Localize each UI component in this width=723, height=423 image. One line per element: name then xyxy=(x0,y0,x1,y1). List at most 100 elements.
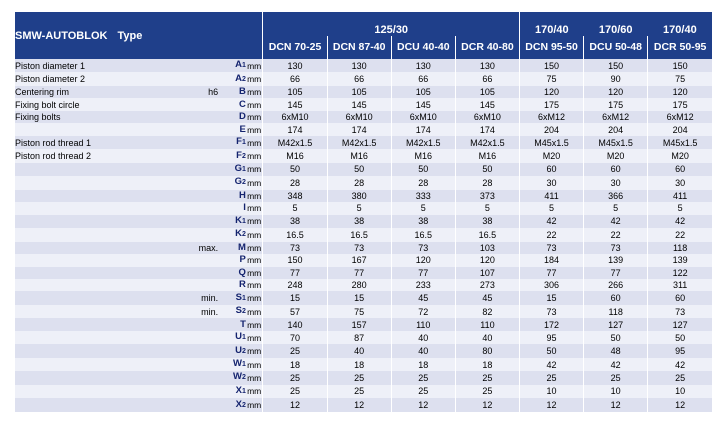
row-value: 18 xyxy=(262,357,328,372)
row-value: 77 xyxy=(390,266,456,279)
row-description xyxy=(15,330,187,345)
row-value: 145 xyxy=(454,98,520,111)
row-value: 110 xyxy=(454,318,520,331)
row-symbol: R xyxy=(218,278,246,292)
table-row: U1 mm 70 87 40 40 95 50 50 xyxy=(15,330,712,345)
row-value: 120 xyxy=(390,254,456,267)
row-value: 174 xyxy=(454,123,520,136)
row-value: 60 xyxy=(518,162,584,177)
row-value: 42 xyxy=(518,214,584,229)
row-symbol: U2 xyxy=(218,344,246,358)
row-qualifier xyxy=(186,254,219,267)
row-value: 10 xyxy=(583,384,648,399)
row-value: 38 xyxy=(390,214,456,229)
row-value: 40 xyxy=(454,330,520,345)
table-row: Piston rod thread 2 F2 mm M16 M16 M16 M16 M20 M2… xyxy=(15,149,712,163)
row-value: 145 xyxy=(262,98,328,111)
row-unit: mm xyxy=(245,110,263,124)
row-value: 139 xyxy=(583,254,648,267)
row-value: 40 xyxy=(390,344,456,358)
row-unit: mm xyxy=(245,189,263,203)
row-value: 42 xyxy=(647,214,712,229)
row-value: 22 xyxy=(583,228,648,242)
row-value: 174 xyxy=(326,123,392,136)
model-header-row: DCN 70-25 DCN 87-40 DCU 40-40 DCR 40-80 DCN … xyxy=(15,35,712,59)
row-symbol: G2 xyxy=(218,176,246,190)
row-unit: mm xyxy=(245,135,263,150)
row-value: 22 xyxy=(518,228,584,242)
row-qualifier xyxy=(186,59,219,73)
row-unit: mm xyxy=(245,214,263,229)
row-value: 172 xyxy=(518,318,584,331)
row-value: 122 xyxy=(647,266,712,279)
row-qualifier xyxy=(186,214,219,229)
row-unit: mm xyxy=(245,98,263,111)
row-value: M42x1.5 xyxy=(390,135,456,150)
row-value: 95 xyxy=(518,330,584,345)
row-description xyxy=(15,202,187,215)
row-symbol: S1 xyxy=(218,291,246,305)
row-value: 150 xyxy=(583,59,648,73)
row-qualifier: min. xyxy=(186,291,219,305)
row-value: 105 xyxy=(326,85,392,99)
row-unit: mm xyxy=(245,278,263,292)
row-value: 25 xyxy=(262,371,328,385)
row-value: 57 xyxy=(262,304,328,319)
row-value: 50 xyxy=(454,162,520,177)
row-value: 273 xyxy=(454,278,520,292)
row-value: 38 xyxy=(262,214,328,229)
group-header-4: 170/40 xyxy=(647,12,712,36)
row-value: 42 xyxy=(583,214,648,229)
row-qualifier xyxy=(186,202,219,215)
row-value: M16 xyxy=(454,149,520,163)
row-symbol: W2 xyxy=(218,371,246,385)
row-value: 6xM10 xyxy=(326,110,392,124)
row-unit: mm xyxy=(245,176,263,190)
row-value: 22 xyxy=(647,228,712,242)
row-symbol: G1 xyxy=(218,162,246,177)
row-value: 6xM12 xyxy=(647,110,712,124)
row-symbol: E xyxy=(218,123,246,136)
spec-body: Piston diameter 1 A1 mm 130 130 130 130 150 150 1… xyxy=(15,59,712,412)
row-value: 25 xyxy=(518,371,584,385)
row-unit: mm xyxy=(245,291,263,305)
row-symbol: S2 xyxy=(218,304,246,319)
row-value: 25 xyxy=(390,371,456,385)
row-description xyxy=(15,384,187,399)
row-value: 5 xyxy=(454,202,520,215)
table-row: W1 mm 18 18 18 18 42 42 42 xyxy=(15,357,712,372)
model-header: DCN 70-25 xyxy=(262,35,328,59)
row-value: 87 xyxy=(326,330,392,345)
table-row: Piston diameter 2 A2 mm 66 66 66 66 75 90 75 xyxy=(15,72,712,86)
row-value: 150 xyxy=(262,254,328,267)
row-value: 145 xyxy=(390,98,456,111)
table-row: G2 mm 28 28 28 28 30 30 30 xyxy=(15,176,712,190)
row-value: 25 xyxy=(454,384,520,399)
row-description xyxy=(15,318,187,331)
row-value: 204 xyxy=(647,123,712,136)
row-value: 18 xyxy=(454,357,520,372)
row-value: 333 xyxy=(390,189,456,203)
row-unit: mm xyxy=(245,357,263,372)
row-value: 40 xyxy=(326,344,392,358)
row-value: 107 xyxy=(454,266,520,279)
table-row: Piston diameter 1 A1 mm 130 130 130 130 150 150 1… xyxy=(15,59,712,73)
row-description: Centering rim xyxy=(15,85,187,99)
row-description: Piston rod thread 2 xyxy=(15,149,187,163)
row-qualifier xyxy=(186,123,219,136)
table-row: U2 mm 25 40 40 80 50 48 95 xyxy=(15,344,712,358)
brand-label: SMW-AUTOBLOK xyxy=(15,29,108,42)
row-value: 150 xyxy=(647,59,712,73)
row-value: 12 xyxy=(583,398,648,412)
row-value: 6xM10 xyxy=(454,110,520,124)
row-value: 150 xyxy=(518,59,584,73)
model-header: DCU 50-48 xyxy=(583,35,648,59)
row-unit: mm xyxy=(245,59,263,73)
row-qualifier xyxy=(186,371,219,385)
row-description xyxy=(15,189,187,203)
row-value: 12 xyxy=(390,398,456,412)
